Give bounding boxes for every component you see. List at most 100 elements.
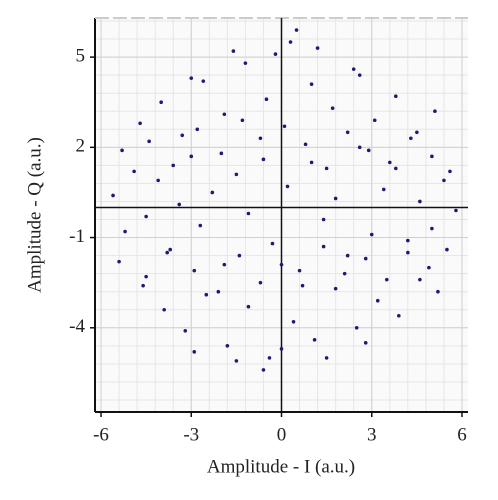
point [168,247,173,252]
point [312,338,317,342]
point [357,73,362,77]
point [406,250,410,255]
x-tick-label: 6 [457,424,467,445]
point [204,292,209,297]
point [324,166,329,171]
y-tick-label: 5 [76,45,86,66]
point [321,217,326,222]
point [144,214,148,219]
point [351,67,356,71]
point [297,268,302,273]
point [366,148,371,153]
point [357,145,362,150]
point [189,76,194,80]
point [240,118,245,123]
point [198,223,203,228]
point [394,166,398,171]
point [258,280,263,285]
point [141,283,145,288]
point [300,283,305,288]
point [415,130,419,135]
point [231,49,236,53]
point [246,304,251,309]
point [210,190,215,195]
point [162,307,166,312]
point [430,226,434,231]
point [342,271,347,276]
point [315,46,320,50]
point [288,40,293,44]
point [171,163,176,168]
point [345,130,350,135]
point [282,124,287,129]
point [448,169,452,174]
y-tick-label: -1 [69,226,85,247]
point [243,61,248,65]
point [294,28,299,32]
point [409,136,413,141]
point [138,121,142,126]
x-tick-label: -6 [93,424,109,445]
point [418,199,422,204]
point [111,193,115,198]
point [201,79,206,83]
point [159,100,163,105]
point [237,253,242,258]
point [381,187,386,192]
point [195,127,200,132]
point [246,211,251,216]
point [189,154,194,159]
point [216,289,221,294]
point [183,328,188,333]
point [345,253,350,258]
x-tick-label: -3 [183,424,199,445]
point [165,250,169,255]
point [330,106,335,111]
point [309,82,314,86]
point [363,256,368,261]
point [427,265,431,270]
point [369,232,374,237]
point [394,94,398,98]
point [363,341,368,345]
point [321,244,326,249]
point [433,109,437,114]
point [445,247,449,252]
point [279,347,284,351]
x-axis-label: Amplitude - I (a.u.) [207,456,355,477]
point [123,229,127,234]
point [225,344,230,348]
point [234,359,239,363]
point [132,169,136,174]
point [180,133,185,138]
point [234,172,239,177]
point [192,350,197,354]
y-axis-label: Amplitude - Q (a.u.) [24,137,45,293]
point [192,268,197,273]
point [406,238,410,243]
point [267,356,272,360]
point [354,325,359,330]
point [147,139,151,144]
point [375,298,380,303]
point [222,262,227,267]
point [177,202,182,207]
point [270,241,275,246]
point [279,262,284,267]
point [454,208,458,213]
point [436,289,440,294]
y-tick-label: -4 [69,316,85,337]
point [384,277,389,282]
point [285,184,290,189]
point [264,97,269,102]
x-tick-label: 3 [367,424,377,445]
point [387,160,392,165]
point [372,118,377,123]
point [333,196,338,201]
point [144,274,148,279]
x-tick-label: 0 [277,424,287,445]
point [120,148,124,153]
point [397,313,401,318]
point [261,368,266,372]
point [219,151,224,156]
